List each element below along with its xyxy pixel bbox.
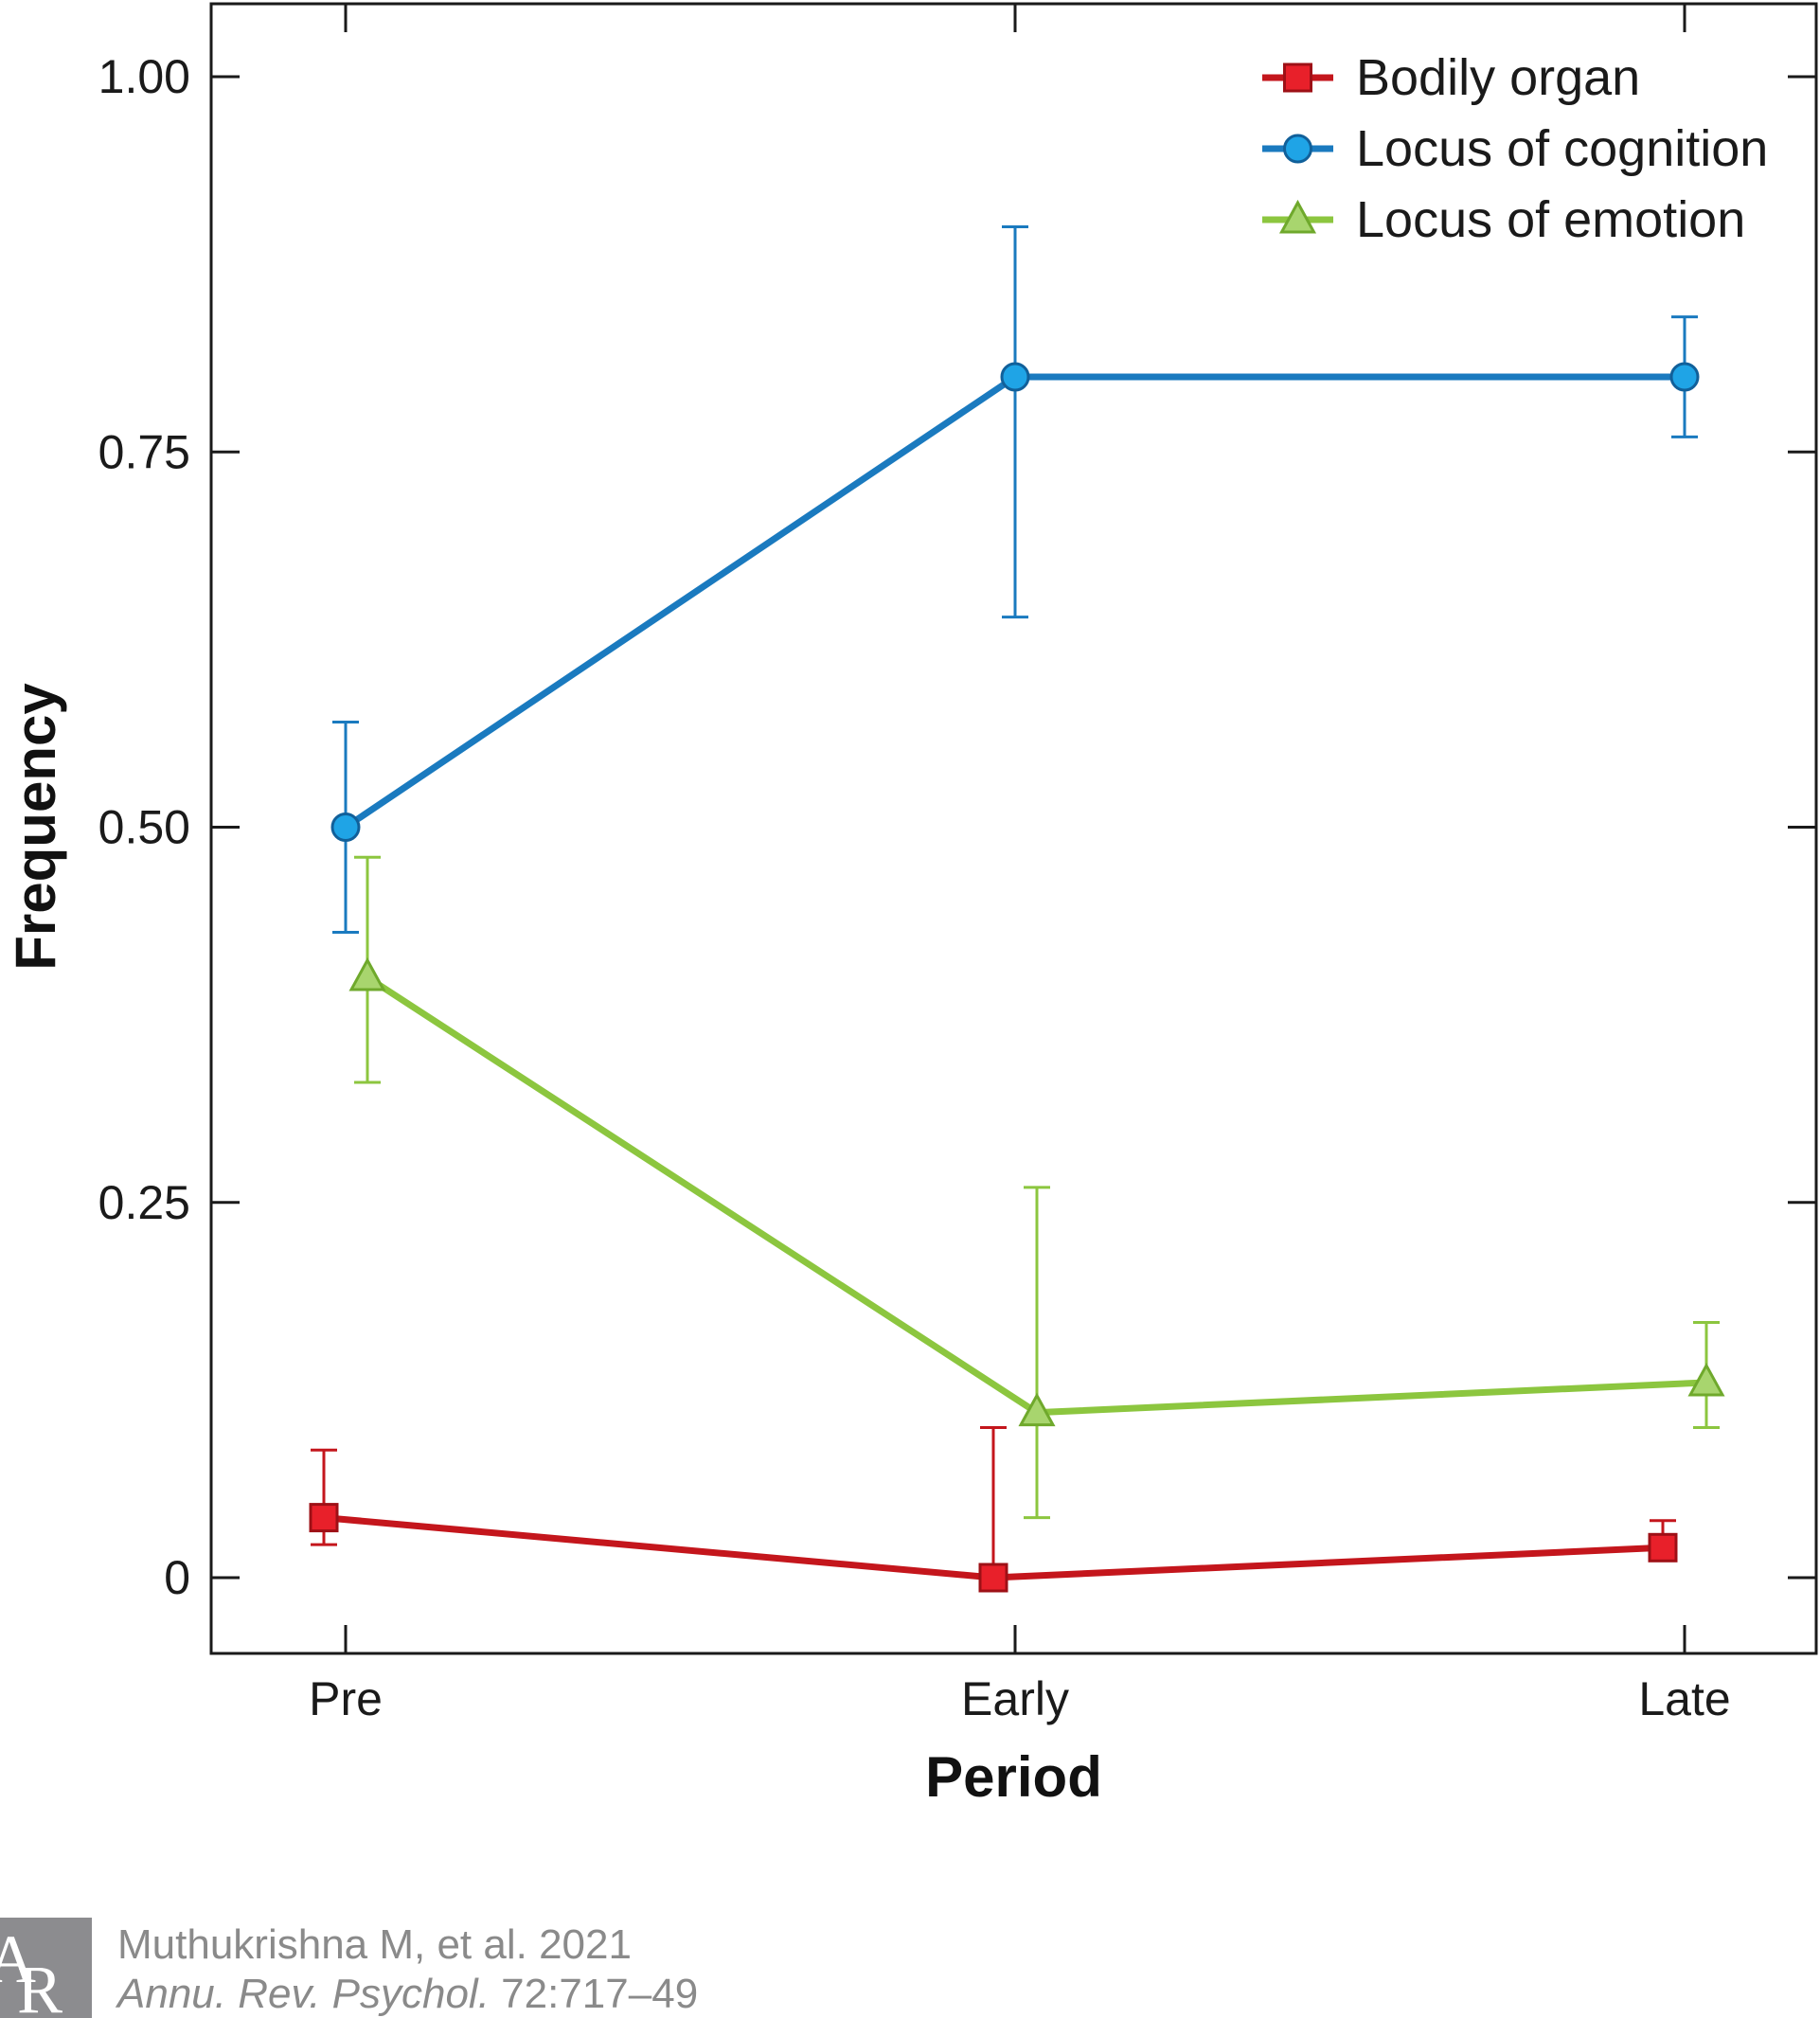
legend-swatch-marker-locus-of-cognition: [1283, 134, 1312, 164]
legend-item-bodily-organ: Bodily organ: [1262, 49, 1640, 106]
series-bodily-organ: [309, 1426, 1678, 1593]
series-locus-of-emotion: [348, 855, 1725, 1520]
y-tick-label-4: 1.00: [98, 50, 190, 103]
y-tick-label-0: 0: [164, 1551, 190, 1604]
legend-label-locus-of-cognition: Locus of cognition: [1356, 120, 1768, 177]
point-locus-of-emotion-2: [1687, 1362, 1725, 1397]
y-tick-label-3: 0.75: [98, 425, 190, 478]
point-locus-of-cognition-1: [1000, 362, 1030, 392]
credit-authors: Muthukrishna M, et al. 2021: [117, 1921, 632, 1968]
legend-swatch-marker-bodily-organ: [1283, 63, 1312, 93]
x-axis-title: Period: [925, 1745, 1102, 1809]
x-tick-label-early: Early: [961, 1672, 1069, 1725]
legend-item-locus-of-cognition: Locus of cognition: [1262, 120, 1768, 177]
x-tick-label-pre: Pre: [309, 1672, 383, 1725]
credit-journal: Annu. Rev. Psychol.: [117, 1971, 490, 2017]
credit-citation: 72:717–49: [501, 1971, 699, 2017]
series-group: [309, 225, 1725, 1593]
point-bodily-organ-0: [309, 1503, 339, 1533]
legend-label-bodily-organ: Bodily organ: [1356, 49, 1640, 106]
y-axis-title: Frequency: [4, 683, 67, 971]
point-locus-of-emotion-0: [348, 956, 386, 991]
point-locus-of-cognition-2: [1669, 362, 1700, 392]
point-locus-of-emotion-1: [1018, 1392, 1056, 1427]
y-tick-label-1: 0.25: [98, 1176, 190, 1229]
point-bodily-organ-2: [1648, 1532, 1678, 1563]
point-locus-of-cognition-0: [330, 813, 361, 842]
axes: 0 0.25 0.50 0.75 1.00 Pre Early Late Period Frequ…: [4, 2, 1818, 1809]
credit-journal-line: Annu. Rev. Psychol. 72:717–49: [117, 1971, 698, 2018]
source-credit: A R Muthukrishna M, et al. 2021 Annu. Re…: [0, 1918, 852, 2018]
annual-reviews-logo: A R: [0, 1918, 92, 2018]
line-chart: 0 0.25 0.50 0.75 1.00 Pre Early Late Period Frequ…: [4, 2, 1818, 1809]
point-bodily-organ-1: [978, 1563, 1008, 1593]
y-tick-label-2: 0.50: [98, 801, 190, 854]
legend-swatch-marker-locus-of-emotion: [1278, 199, 1317, 234]
x-tick-label-late: Late: [1638, 1672, 1730, 1725]
series-locus-of-cognition: [330, 225, 1700, 934]
legend-item-locus-of-emotion: Locus of emotion: [1262, 191, 1745, 248]
legend: Bodily organ Locus of cognition Locus of e…: [1262, 49, 1768, 248]
legend-label-locus-of-emotion: Locus of emotion: [1356, 191, 1745, 248]
